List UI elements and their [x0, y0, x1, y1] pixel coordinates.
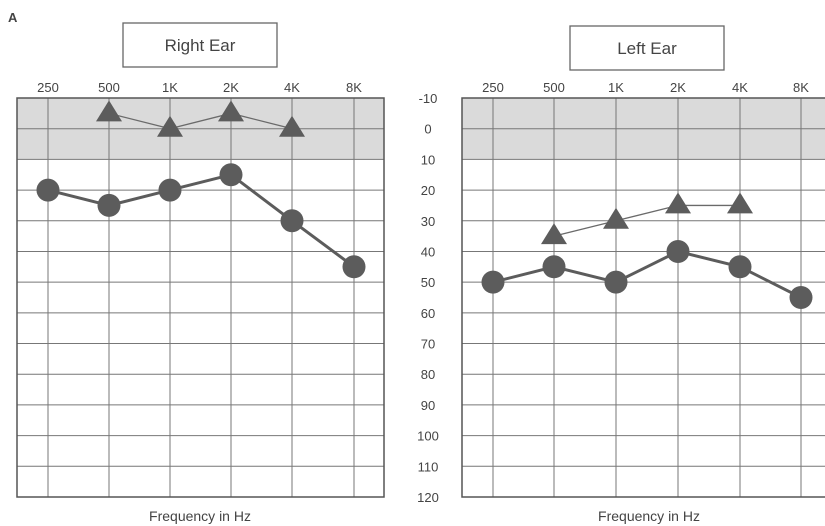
- left-ear-x-tick: 1K: [608, 80, 624, 95]
- left-ear-y-tick: 100: [417, 429, 439, 444]
- left-ear-frame: [461, 97, 825, 498]
- left-ear-circle-marker: [481, 270, 505, 294]
- right-ear-triangle-marker: [279, 115, 305, 137]
- left-ear-y-tick: 30: [421, 214, 435, 229]
- left-ear-y-tick: 20: [421, 183, 435, 198]
- left-ear-y-tick: 120: [417, 490, 439, 505]
- right-ear-x-tick: 250: [37, 80, 59, 95]
- right-ear-triangle-marker: [157, 115, 183, 137]
- right-ear-x-tick: 4K: [284, 80, 300, 95]
- right-ear-triangle-marker: [96, 100, 122, 122]
- right-ear-circle-marker: [280, 209, 304, 233]
- right-ear-bone-conduction-line: [108, 112, 293, 130]
- left-ear-x-tick: 250: [482, 80, 504, 95]
- right-ear-circle-marker: [342, 255, 366, 279]
- right-ear-circle-marker: [36, 178, 60, 202]
- right-ear-x-label: Frequency in Hz: [149, 508, 251, 524]
- left-ear-circle-marker: [604, 270, 628, 294]
- left-ear-air-conduction-line: [492, 249, 802, 299]
- left-ear-y-tick: 70: [421, 337, 435, 352]
- left-ear-y-tick: 60: [421, 306, 435, 321]
- left-ear-circle-marker: [542, 255, 566, 279]
- right-ear-circle-marker: [97, 193, 121, 217]
- left-ear-bone-conduction-line: [553, 204, 740, 237]
- right-ear-x-tick: 2K: [223, 80, 239, 95]
- left-ear-y-tick: -10: [419, 91, 438, 106]
- right-ear-circle-marker: [219, 163, 243, 187]
- left-ear-circle-marker: [789, 286, 813, 309]
- left-ear-x-tick: 4K: [732, 80, 748, 95]
- left-ear-y-tick: 50: [421, 275, 435, 290]
- left-ear-y-tick: 0: [424, 122, 431, 137]
- right-ear-x-tick: 500: [98, 80, 120, 95]
- left-ear-x-tick: 8K: [793, 80, 809, 95]
- left-ear-y-tick: 80: [421, 367, 435, 382]
- right-ear-x-tick: 8K: [346, 80, 362, 95]
- left-ear-y-tick: 40: [421, 244, 435, 259]
- left-ear-triangle-marker: [603, 207, 629, 229]
- right-ear-x-tick: 1K: [162, 80, 178, 95]
- left-ear-triangle-marker: [541, 223, 567, 245]
- left-ear-x-tick: 500: [543, 80, 565, 95]
- left-ear-title: Left Ear: [617, 39, 677, 58]
- right-ear-circle-marker: [158, 178, 182, 202]
- right-ear-title: Right Ear: [165, 36, 236, 55]
- right-ear-triangle-marker: [218, 100, 244, 122]
- right-ear-frame: [16, 97, 385, 498]
- left-ear-x-label: Frequency in Hz: [598, 508, 700, 524]
- left-ear-title-box: [569, 25, 725, 71]
- left-ear-y-tick: 10: [421, 152, 435, 167]
- left-ear-circle-marker: [728, 255, 752, 279]
- left-ear-triangle-marker: [727, 192, 753, 214]
- panel-label: A: [8, 10, 18, 25]
- right-ear-title-box: [122, 22, 278, 68]
- left-ear-triangle-marker: [665, 192, 691, 214]
- left-ear-x-tick: 2K: [670, 80, 686, 95]
- left-ear-circle-marker: [666, 239, 690, 263]
- left-ear-y-tick: 110: [418, 459, 439, 474]
- left-ear-y-tick: 90: [421, 398, 435, 413]
